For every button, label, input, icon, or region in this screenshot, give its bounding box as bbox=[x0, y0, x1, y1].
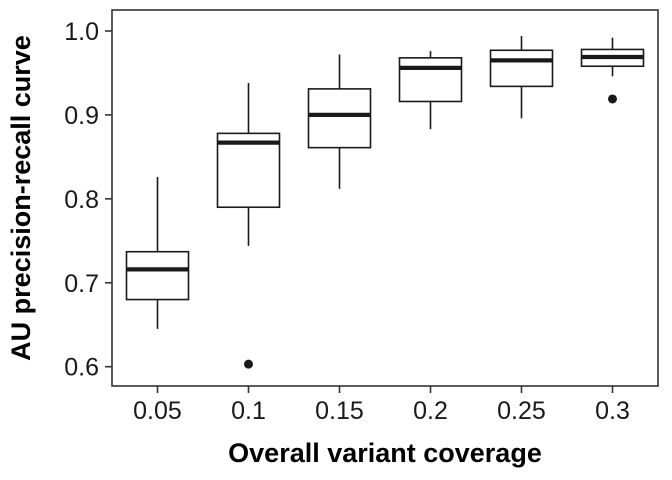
iqr-box bbox=[489, 49, 554, 88]
box-group-0.3 bbox=[580, 37, 645, 104]
box-group-0.05 bbox=[125, 177, 190, 329]
outlier-point bbox=[244, 359, 253, 369]
x-tick-label: 0.2 bbox=[413, 397, 448, 425]
iqr-box bbox=[216, 132, 281, 209]
x-tick-label: 0.05 bbox=[133, 397, 182, 425]
x-tick-label: 0.3 bbox=[595, 397, 630, 425]
y-tick-label: 0.6 bbox=[64, 354, 99, 382]
box-group-0.2 bbox=[398, 51, 463, 130]
panel-border bbox=[111, 9, 659, 387]
y-tick-label: 0.7 bbox=[64, 270, 99, 298]
iqr-box bbox=[125, 250, 190, 301]
box-group-0.1 bbox=[216, 83, 281, 369]
x-tick-label: 0.1 bbox=[231, 397, 266, 425]
iqr-box bbox=[398, 57, 463, 103]
x-tick-label: 0.25 bbox=[497, 397, 546, 425]
y-tick-label: 0.9 bbox=[64, 102, 99, 130]
iqr-box bbox=[307, 88, 372, 149]
box-group-0.15 bbox=[307, 54, 372, 189]
y-tick-label: 0.8 bbox=[64, 186, 99, 214]
x-tick-label: 0.15 bbox=[315, 397, 364, 425]
plot-panel bbox=[112, 10, 658, 386]
box-group-0.25 bbox=[489, 36, 554, 119]
y-tick-label: 1.0 bbox=[64, 18, 99, 46]
y-axis-title: AU precision-recall curve bbox=[6, 35, 36, 361]
x-axis-title: Overall variant coverage bbox=[228, 438, 542, 468]
outlier-point bbox=[608, 94, 617, 104]
